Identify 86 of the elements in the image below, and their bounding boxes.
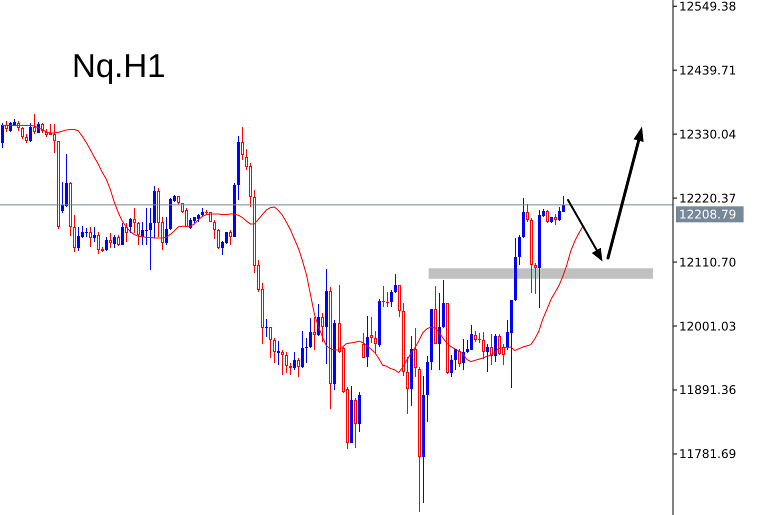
candlestick bbox=[442, 280, 445, 328]
candlestick bbox=[25, 134, 28, 144]
y-tick-label: 12439.71 bbox=[679, 63, 736, 78]
candlestick bbox=[149, 208, 152, 270]
candlestick bbox=[370, 316, 373, 344]
candlestick bbox=[426, 356, 429, 422]
candlestick bbox=[333, 320, 336, 390]
candlestick bbox=[309, 318, 312, 348]
candlestick bbox=[237, 136, 240, 200]
y-tick-label: 12549.38 bbox=[679, 0, 736, 14]
y-tick-label: 12330.04 bbox=[679, 127, 736, 142]
candlestick bbox=[313, 316, 316, 350]
candlestick bbox=[165, 216, 168, 246]
candlestick bbox=[494, 334, 497, 362]
candlestick bbox=[285, 352, 288, 374]
candlestick bbox=[133, 208, 136, 234]
candlestick bbox=[394, 274, 397, 294]
candlestick bbox=[69, 182, 72, 236]
y-tick-label: 12220.37 bbox=[679, 191, 736, 206]
candlestick bbox=[325, 268, 328, 364]
candlestick bbox=[518, 234, 521, 266]
candlestick bbox=[141, 222, 144, 246]
candlestick bbox=[522, 198, 525, 238]
candlestick bbox=[281, 350, 284, 376]
y-tick-label: 11781.69 bbox=[679, 447, 736, 462]
candlestick bbox=[265, 318, 268, 338]
candlestick bbox=[217, 228, 220, 250]
candlestick bbox=[289, 362, 292, 376]
candlestick bbox=[358, 392, 361, 432]
y-tick-label: 11891.36 bbox=[679, 383, 736, 398]
candlestick bbox=[301, 330, 304, 368]
candlestick bbox=[85, 228, 88, 238]
y-tick-label: 12001.03 bbox=[679, 319, 736, 334]
candlestick bbox=[93, 226, 96, 242]
candlestick bbox=[61, 182, 64, 214]
candlestick bbox=[229, 230, 232, 246]
candlestick bbox=[386, 292, 389, 308]
candlestick bbox=[438, 292, 441, 370]
candlestick bbox=[273, 338, 276, 364]
candlestick bbox=[241, 126, 244, 160]
candlestick bbox=[534, 262, 537, 294]
ref-line-label: 12208.79 bbox=[679, 207, 736, 222]
candlestick bbox=[117, 234, 120, 246]
candlestick bbox=[514, 238, 517, 302]
y-tick-label: 12110.70 bbox=[679, 255, 736, 270]
candlestick bbox=[293, 352, 296, 370]
candlestick bbox=[366, 316, 369, 368]
candlestick bbox=[554, 214, 557, 226]
candlestick bbox=[546, 210, 549, 224]
candlestick bbox=[73, 214, 76, 252]
candlestick bbox=[297, 358, 300, 378]
candlestick bbox=[1, 122, 4, 148]
candlestick bbox=[354, 398, 357, 448]
candlestick bbox=[145, 208, 148, 246]
candlestick bbox=[137, 222, 140, 246]
candlestick bbox=[89, 226, 92, 248]
candlestick bbox=[97, 232, 100, 254]
candlestick bbox=[538, 210, 541, 308]
candlestick bbox=[77, 226, 80, 252]
candlestick bbox=[558, 206, 561, 222]
candlestick bbox=[374, 330, 377, 354]
candlestick bbox=[422, 376, 425, 504]
candlestick bbox=[490, 334, 493, 366]
candlestick bbox=[530, 218, 533, 294]
candlestick bbox=[458, 348, 461, 368]
candlestick bbox=[113, 234, 116, 248]
candlestick bbox=[498, 334, 501, 356]
candlestick bbox=[65, 154, 68, 208]
candlestick bbox=[169, 198, 172, 230]
candlestick bbox=[486, 344, 489, 372]
text: Nq.H1 bbox=[72, 47, 166, 84]
candlestick bbox=[382, 286, 385, 308]
candlestick bbox=[277, 340, 280, 366]
candlestick bbox=[105, 236, 108, 252]
candlestick bbox=[305, 338, 308, 364]
candlestick bbox=[410, 336, 413, 406]
candlestick bbox=[109, 232, 112, 248]
candlestick bbox=[390, 290, 393, 308]
candlestick bbox=[153, 186, 156, 238]
candlestick bbox=[450, 354, 453, 378]
candlestick bbox=[321, 312, 324, 342]
candlestick bbox=[418, 366, 421, 512]
candlestick bbox=[474, 330, 477, 342]
candlestick bbox=[213, 220, 216, 240]
candlestick bbox=[478, 332, 481, 344]
candlestick bbox=[378, 298, 381, 348]
